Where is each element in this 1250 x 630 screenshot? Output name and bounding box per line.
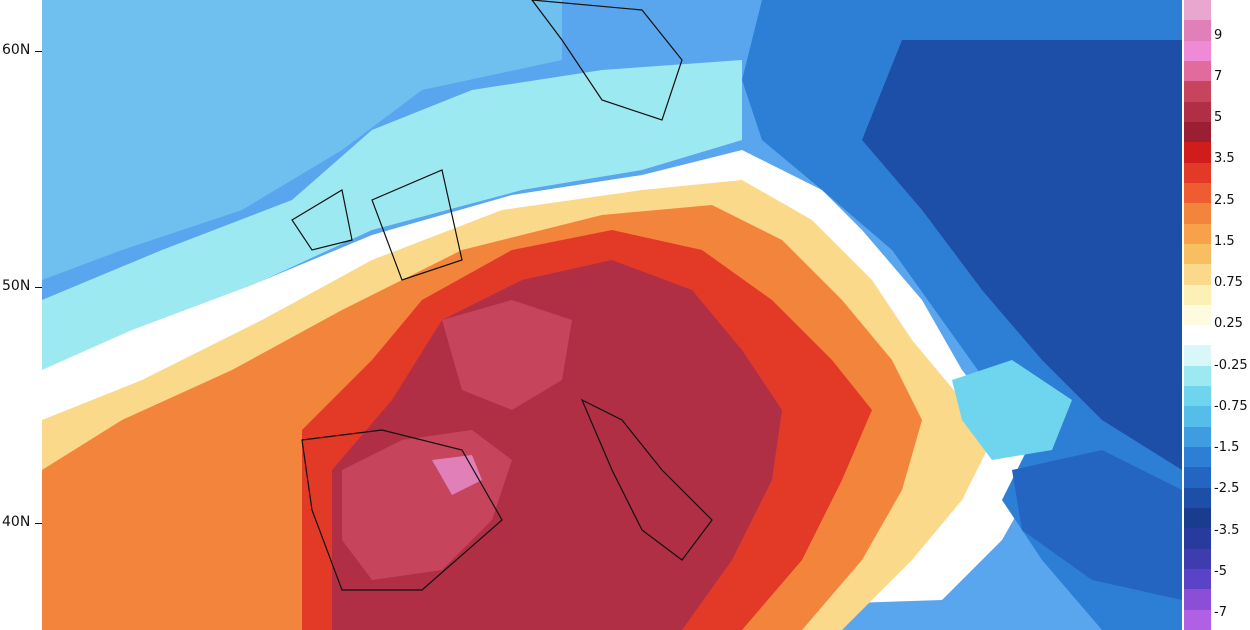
legend-label: 1.5 xyxy=(1214,234,1235,249)
legend-swatch xyxy=(1184,121,1211,143)
legend-swatch xyxy=(1184,0,1211,21)
lat-label-60n: 60N xyxy=(2,42,31,58)
cyan-band xyxy=(42,60,742,370)
coastline-scandinavia xyxy=(531,0,683,121)
legend-swatch xyxy=(1184,365,1211,387)
blacksea-cool xyxy=(952,360,1072,460)
legend-swatch xyxy=(1184,569,1211,590)
legend-swatch xyxy=(1184,304,1211,326)
legend-swatch xyxy=(1184,264,1211,285)
legend-swatch xyxy=(1184,243,1211,265)
map-canvas xyxy=(42,0,1182,630)
legend-label: -0.75 xyxy=(1214,399,1248,414)
legend-swatch xyxy=(1184,162,1211,184)
coastline-iberia xyxy=(301,429,503,591)
legend-label: -3.5 xyxy=(1214,523,1240,538)
coastline-italy xyxy=(580,398,713,561)
france-peak xyxy=(442,300,572,410)
lat-tick-40n xyxy=(35,523,42,524)
legend-swatch xyxy=(1184,60,1211,82)
legend-label: 9 xyxy=(1214,28,1223,43)
legend-swatch xyxy=(1184,467,1211,489)
legend-swatch xyxy=(1184,142,1211,164)
legend-label: -5 xyxy=(1214,564,1227,579)
lat-tick-50n xyxy=(35,287,42,288)
legend-swatch xyxy=(1184,508,1211,529)
legend-swatch xyxy=(1184,325,1211,346)
temperature-anomaly-map xyxy=(42,0,1182,630)
lat-label-40n: 40N xyxy=(2,514,31,530)
iberia-max xyxy=(432,455,482,495)
legend-label: 2.5 xyxy=(1214,193,1235,208)
legend-label: -0.25 xyxy=(1214,358,1248,373)
cool-band xyxy=(42,0,562,280)
legend-swatch xyxy=(1184,345,1211,367)
legend-swatch xyxy=(1184,447,1211,468)
legend-swatch xyxy=(1184,589,1211,611)
legend-swatch xyxy=(1184,203,1211,225)
legend-label: 0.75 xyxy=(1214,275,1243,290)
legend-label: 3.5 xyxy=(1214,151,1235,166)
legend-label: -7 xyxy=(1214,605,1227,620)
legend-swatch xyxy=(1184,40,1211,62)
legend-swatch xyxy=(1184,284,1211,306)
coastlines-britain xyxy=(291,169,463,281)
cold-core xyxy=(862,40,1182,470)
legend-swatch xyxy=(1184,386,1211,407)
legend-swatch xyxy=(1184,406,1211,428)
legend-swatch xyxy=(1184,81,1211,103)
legend-swatch xyxy=(1184,426,1211,448)
legend-swatch xyxy=(1184,609,1211,630)
legend-swatch xyxy=(1184,223,1211,245)
legend-label: -1.5 xyxy=(1214,440,1240,455)
lat-tick-60n xyxy=(35,51,42,52)
legend-swatch xyxy=(1184,548,1211,570)
legend-label: 0.25 xyxy=(1214,316,1243,331)
color-scale-legend: 9 7 5 3.5 2.5 1.5 0.75 0.25 -0.25 -0.75 -1.5 -2.5 -3… xyxy=(1184,0,1250,630)
legend-swatch xyxy=(1184,20,1211,42)
legend-swatch xyxy=(1184,487,1211,509)
cold-turkey xyxy=(1012,450,1182,600)
legend-swatch xyxy=(1184,101,1211,123)
legend-label: 5 xyxy=(1214,110,1223,125)
legend-swatch xyxy=(1184,182,1211,204)
legend-swatch xyxy=(1184,528,1211,550)
lat-label-50n: 50N xyxy=(2,278,31,294)
legend-label: -2.5 xyxy=(1214,481,1240,496)
legend-label: 7 xyxy=(1214,69,1223,84)
